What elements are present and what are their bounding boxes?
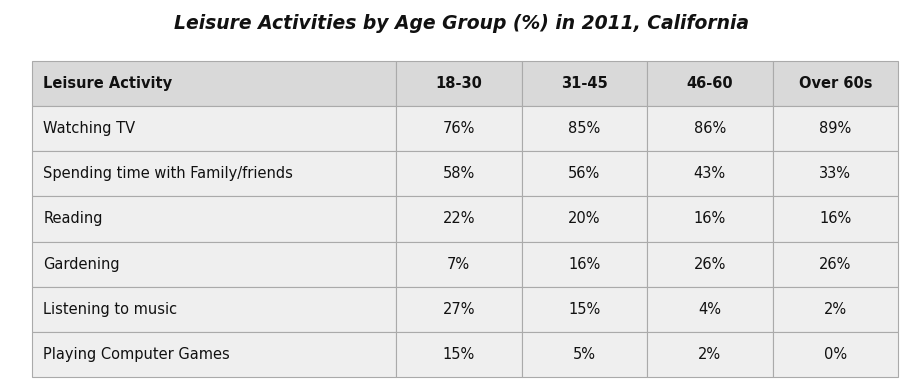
Bar [521,196,647,242]
Bar [772,61,898,106]
Bar [647,61,772,106]
Text: Watching TV: Watching TV [43,121,136,136]
Bar [32,196,396,242]
Bar [32,151,396,196]
Text: 76%: 76% [443,121,475,136]
Bar [647,332,772,377]
Bar [521,332,647,377]
Bar [32,332,396,377]
Text: 58%: 58% [443,166,475,181]
Text: Leisure Activities by Age Group (%) in 2011, California: Leisure Activities by Age Group (%) in 2… [175,14,749,33]
Bar [647,196,772,242]
Text: Reading: Reading [43,212,103,226]
Bar [32,61,396,106]
Bar [396,332,521,377]
Text: 0%: 0% [824,347,847,362]
Bar [647,242,772,287]
Text: 15%: 15% [568,302,601,317]
Text: 26%: 26% [694,257,726,272]
Text: 43%: 43% [694,166,726,181]
Text: 86%: 86% [694,121,726,136]
Bar [396,151,521,196]
Bar [521,61,647,106]
Text: 27%: 27% [443,302,475,317]
Bar [772,332,898,377]
Bar [32,242,396,287]
Text: Gardening: Gardening [43,257,120,272]
Text: 20%: 20% [568,212,601,226]
Text: Playing Computer Games: Playing Computer Games [43,347,230,362]
Bar [396,242,521,287]
Bar [32,106,396,151]
Bar [521,151,647,196]
Text: 5%: 5% [573,347,596,362]
Text: 16%: 16% [568,257,601,272]
Text: 22%: 22% [443,212,475,226]
Text: 2%: 2% [824,302,847,317]
Text: 46-60: 46-60 [687,76,733,91]
Text: 16%: 16% [820,212,852,226]
Text: 89%: 89% [820,121,852,136]
Text: 16%: 16% [694,212,726,226]
Bar [772,196,898,242]
Text: Spending time with Family/friends: Spending time with Family/friends [43,166,293,181]
Bar [647,287,772,332]
Text: 26%: 26% [820,257,852,272]
Text: 7%: 7% [447,257,470,272]
Bar [32,287,396,332]
Bar [772,242,898,287]
Text: 2%: 2% [699,347,722,362]
Bar [521,287,647,332]
Text: Listening to music: Listening to music [43,302,177,317]
Text: 85%: 85% [568,121,601,136]
Bar [396,61,521,106]
Text: 31-45: 31-45 [561,76,608,91]
Text: 33%: 33% [820,166,851,181]
Bar [521,106,647,151]
Bar [396,106,521,151]
Bar [396,196,521,242]
Text: 18-30: 18-30 [435,76,482,91]
Bar [772,151,898,196]
Text: 4%: 4% [699,302,722,317]
Bar [647,151,772,196]
Bar [647,106,772,151]
Bar [772,287,898,332]
Text: Leisure Activity: Leisure Activity [43,76,173,91]
Text: 15%: 15% [443,347,475,362]
Bar [396,287,521,332]
Text: Over 60s: Over 60s [798,76,872,91]
Text: 56%: 56% [568,166,601,181]
Bar [521,242,647,287]
Bar [772,106,898,151]
